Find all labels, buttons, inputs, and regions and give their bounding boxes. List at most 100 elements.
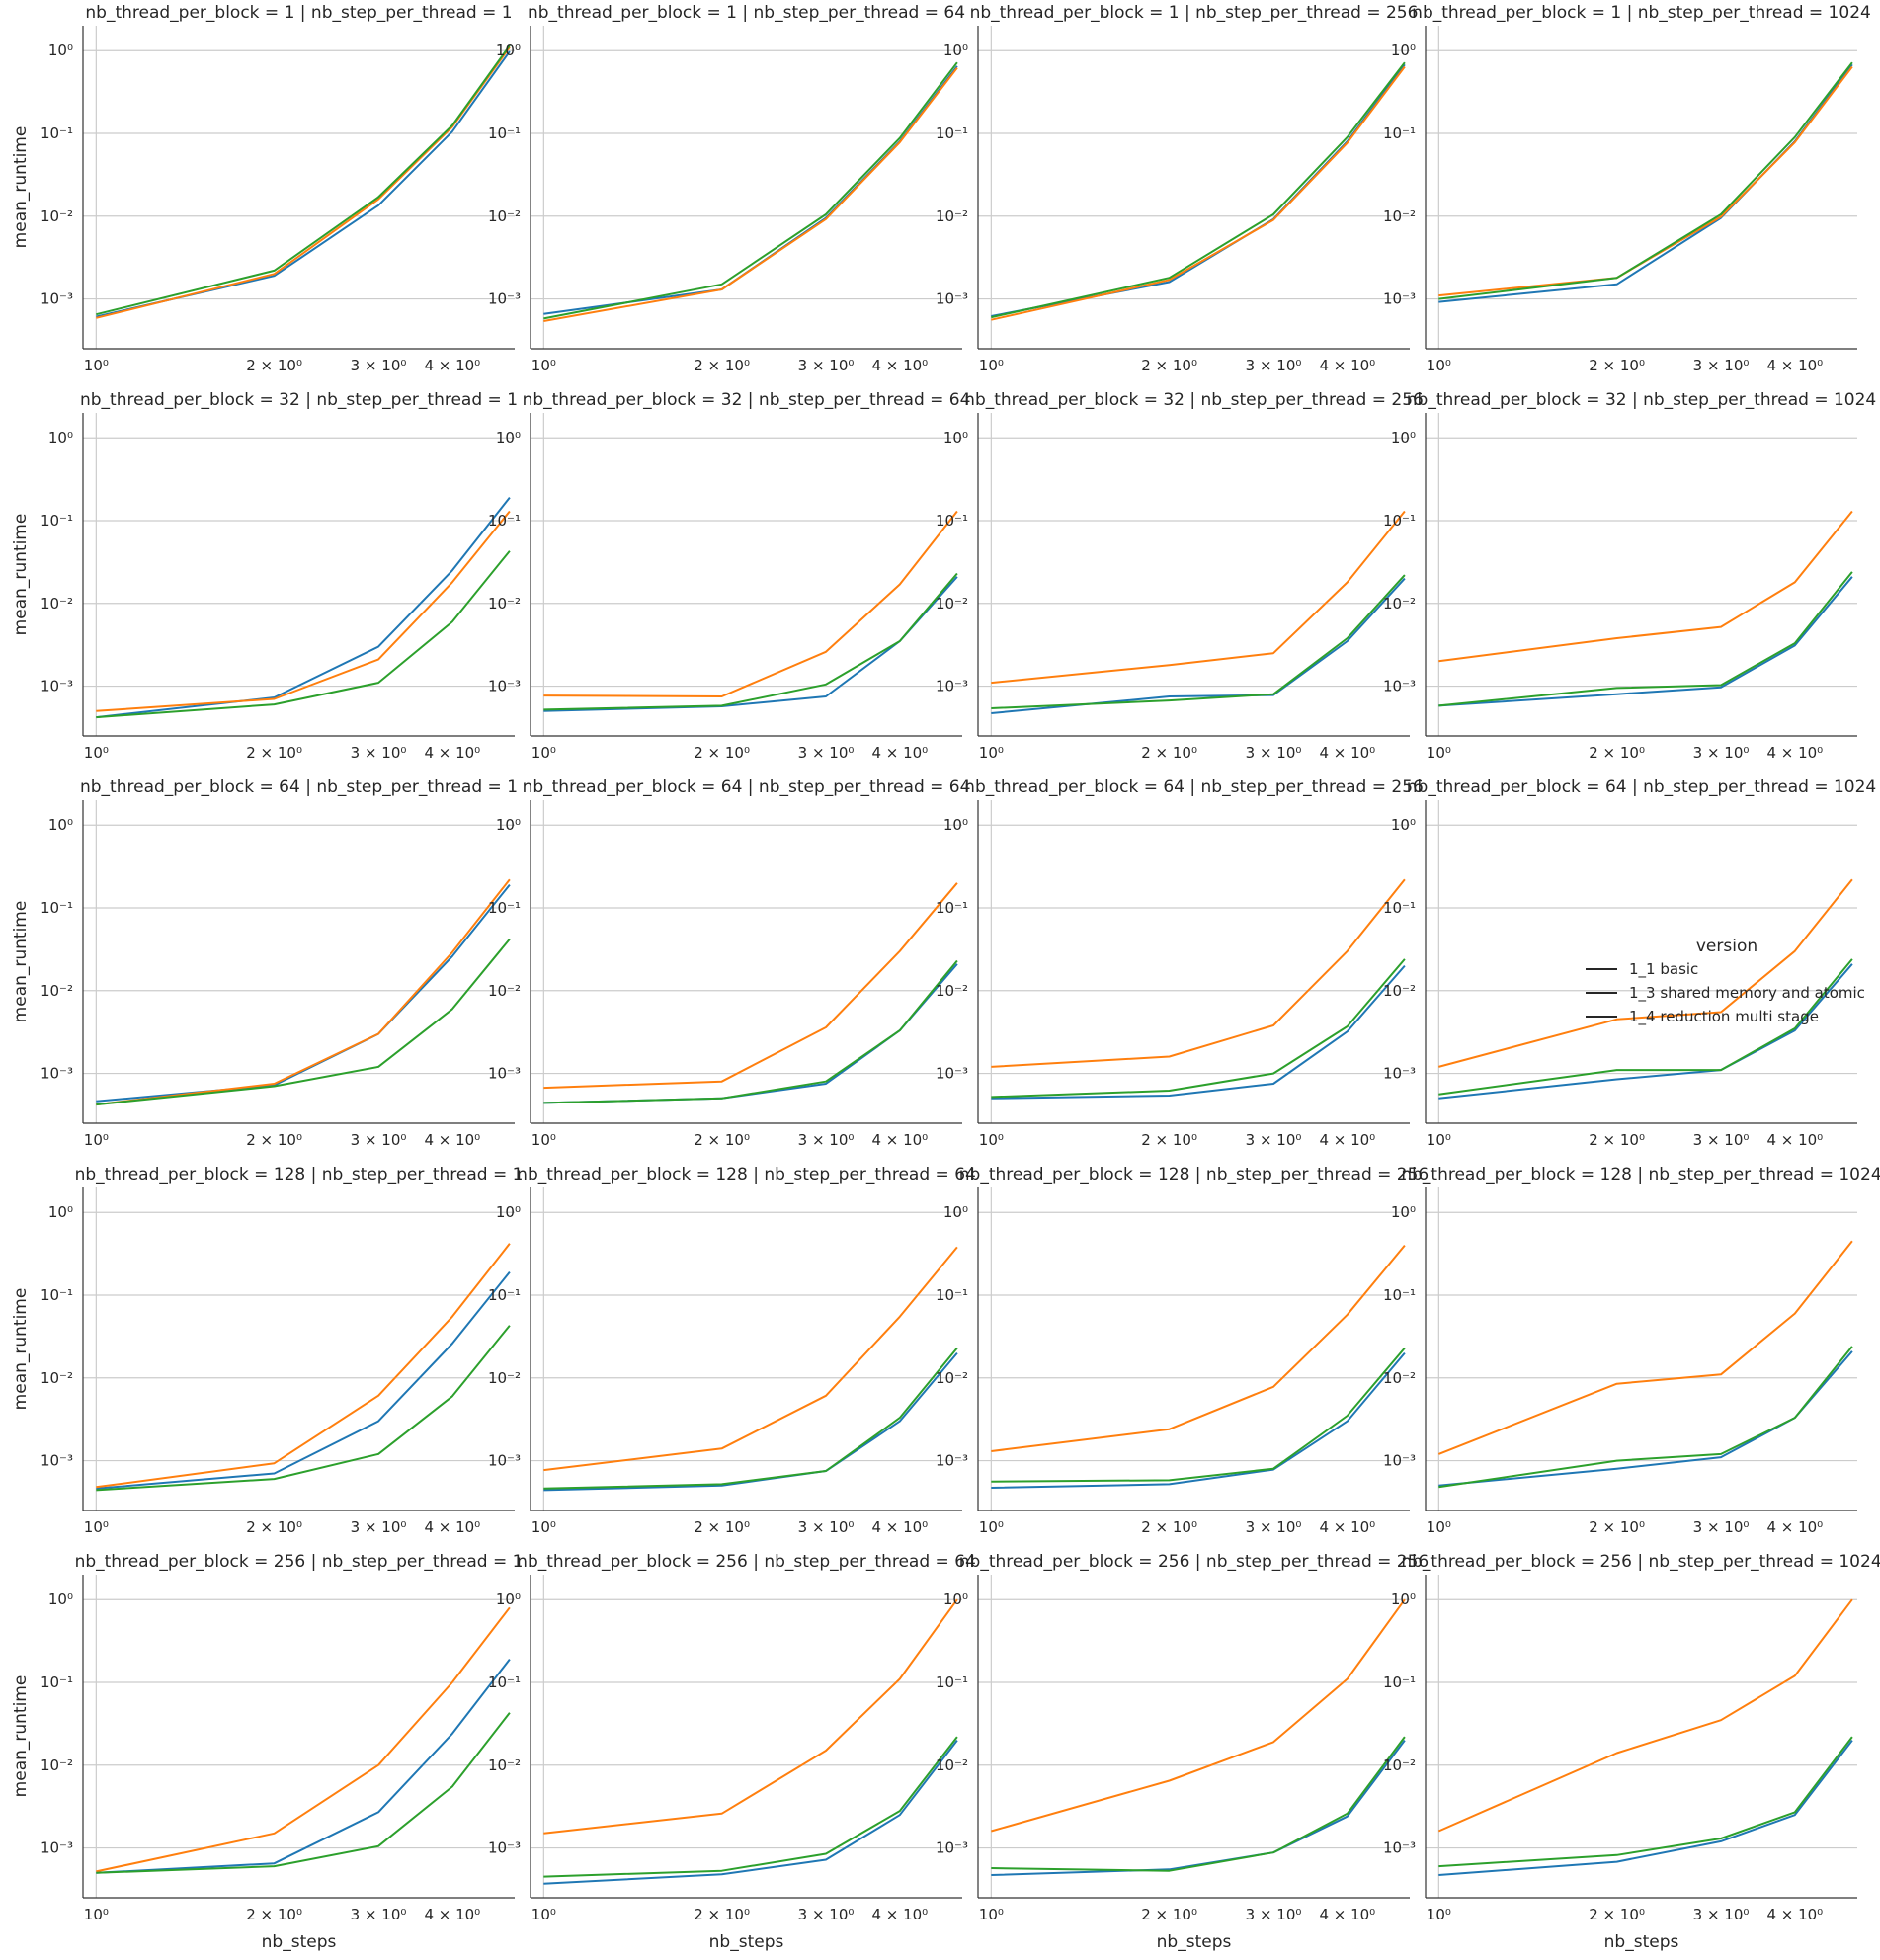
panel-title: nb_thread_per_block = 64 | nb_step_per_t… <box>964 777 1424 797</box>
x-tick-label: 4 × 10⁰ <box>871 1518 928 1536</box>
series-line <box>543 1739 958 1885</box>
panel-title: nb_thread_per_block = 64 | nb_step_per_t… <box>80 777 518 797</box>
series-line <box>543 1736 958 1878</box>
series-line <box>543 1347 958 1490</box>
series-line <box>96 1658 511 1874</box>
x-tick-label: 10⁰ <box>1427 744 1451 762</box>
series-line <box>1438 510 1853 663</box>
x-tick-label: 2 × 10⁰ <box>246 1518 302 1536</box>
x-tick-label: 3 × 10⁰ <box>1246 357 1302 374</box>
y-tick-label: 10⁰ <box>48 816 73 834</box>
y-axis-label: mean_runtime <box>11 1675 31 1798</box>
y-tick-label: 10⁻³ <box>41 1065 73 1083</box>
y-tick-label: 10⁻² <box>1383 595 1416 612</box>
x-axis-label: nb_steps <box>1157 1932 1232 1952</box>
y-tick-label: 10⁻² <box>936 982 968 1000</box>
y-tick-label: 10⁻¹ <box>41 899 73 917</box>
y-axis-label: mean_runtime <box>11 514 31 636</box>
y-tick-label: 10⁻² <box>41 1369 73 1387</box>
series-line <box>96 1270 511 1490</box>
y-tick-label: 10⁻³ <box>936 678 968 695</box>
y-tick-label: 10⁻³ <box>488 290 521 308</box>
y-tick-label: 10⁻² <box>936 1369 968 1387</box>
series-line <box>991 574 1406 709</box>
x-tick-label: 2 × 10⁰ <box>694 744 750 762</box>
y-tick-label: 10⁻¹ <box>41 1674 73 1691</box>
x-tick-label: 3 × 10⁰ <box>798 1906 855 1923</box>
y-tick-label: 10⁻¹ <box>936 1286 968 1304</box>
x-tick-label: 3 × 10⁰ <box>1246 1131 1302 1149</box>
series-line <box>991 65 1406 321</box>
x-tick-label: 3 × 10⁰ <box>1246 1518 1302 1536</box>
panel-title: nb_thread_per_block = 256 | nb_step_per_… <box>75 1552 524 1572</box>
x-tick-label: 3 × 10⁰ <box>798 1131 855 1149</box>
y-tick-label: 10⁻¹ <box>41 1286 73 1304</box>
y-tick-label: 10⁻¹ <box>488 1286 521 1304</box>
x-tick-label: 2 × 10⁰ <box>1589 1906 1645 1923</box>
x-tick-label: 2 × 10⁰ <box>1141 1131 1197 1149</box>
x-tick-label: 3 × 10⁰ <box>1693 1906 1750 1923</box>
y-tick-label: 10⁻¹ <box>936 1674 968 1691</box>
series-line <box>991 1244 1406 1452</box>
facet-panel: nb_thread_per_block = 32 | nb_step_per_t… <box>936 390 1424 762</box>
facet-panel: nb_thread_per_block = 1 | nb_step_per_th… <box>1383 3 1871 374</box>
series-line <box>543 1246 958 1472</box>
x-tick-label: 4 × 10⁰ <box>871 357 928 374</box>
legend-entry: 1_1 basic <box>1629 960 1698 979</box>
y-tick-label: 10⁰ <box>943 41 968 59</box>
panel-title: nb_thread_per_block = 64 | nb_step_per_t… <box>1407 777 1876 797</box>
facet-panel: nb_thread_per_block = 32 | nb_step_per_t… <box>1383 390 1876 762</box>
series-line <box>1438 1350 1853 1487</box>
y-tick-label: 10⁻¹ <box>936 124 968 142</box>
panel-title: nb_thread_per_block = 256 | nb_step_per_… <box>959 1552 1429 1572</box>
x-tick-label: 2 × 10⁰ <box>694 1906 750 1923</box>
x-tick-label: 2 × 10⁰ <box>1589 357 1645 374</box>
x-tick-label: 4 × 10⁰ <box>1319 1131 1375 1149</box>
x-tick-label: 4 × 10⁰ <box>424 744 480 762</box>
x-tick-label: 2 × 10⁰ <box>246 357 302 374</box>
x-tick-label: 2 × 10⁰ <box>1141 744 1197 762</box>
series-line <box>96 46 511 319</box>
y-tick-label: 10⁻³ <box>488 1839 521 1857</box>
y-tick-label: 10⁰ <box>1391 816 1416 834</box>
series-line <box>1438 1346 1853 1489</box>
y-axis-label: mean_runtime <box>11 126 31 249</box>
series-line <box>1438 1736 1853 1868</box>
facet-panel: nb_thread_per_block = 128 | nb_step_per_… <box>488 1165 976 1536</box>
series-line <box>1438 958 1853 1096</box>
y-tick-label: 10⁻³ <box>41 678 73 695</box>
x-tick-label: 3 × 10⁰ <box>798 744 855 762</box>
y-tick-label: 10⁻³ <box>936 290 968 308</box>
series-line <box>96 883 511 1102</box>
x-tick-label: 10⁰ <box>84 357 109 374</box>
x-tick-label: 4 × 10⁰ <box>871 744 928 762</box>
x-tick-label: 4 × 10⁰ <box>424 1518 480 1536</box>
y-tick-label: 10⁰ <box>1391 429 1416 447</box>
y-tick-label: 10⁰ <box>496 1591 521 1608</box>
facet-panel: nb_thread_per_block = 1 | nb_step_per_th… <box>936 3 1418 374</box>
series-line <box>96 1325 511 1492</box>
x-tick-label: 4 × 10⁰ <box>1319 744 1375 762</box>
series-line <box>543 959 958 1104</box>
x-tick-label: 4 × 10⁰ <box>1766 357 1823 374</box>
facet-panel: nb_thread_per_block = 32 | nb_step_per_t… <box>11 390 518 762</box>
x-tick-label: 10⁰ <box>1427 357 1451 374</box>
x-tick-label: 10⁰ <box>531 1518 556 1536</box>
panel-title: nb_thread_per_block = 1 | nb_step_per_th… <box>85 3 512 23</box>
x-tick-label: 4 × 10⁰ <box>1319 357 1375 374</box>
y-axis-label: mean_runtime <box>11 1288 31 1411</box>
series-line <box>991 63 1406 317</box>
x-tick-label: 10⁰ <box>979 1131 1004 1149</box>
x-tick-label: 4 × 10⁰ <box>424 1131 480 1149</box>
y-tick-label: 10⁻² <box>488 982 521 1000</box>
x-tick-label: 2 × 10⁰ <box>246 1131 302 1149</box>
panel-title: nb_thread_per_block = 32 | nb_step_per_t… <box>523 390 971 410</box>
series-line <box>991 61 1406 319</box>
y-tick-label: 10⁰ <box>496 429 521 447</box>
series-line <box>543 510 958 697</box>
x-tick-label: 10⁰ <box>979 1518 1004 1536</box>
series-line <box>543 572 958 711</box>
x-tick-label: 4 × 10⁰ <box>1766 1518 1823 1536</box>
y-tick-label: 10⁻³ <box>1383 290 1416 308</box>
series-line <box>96 50 511 318</box>
